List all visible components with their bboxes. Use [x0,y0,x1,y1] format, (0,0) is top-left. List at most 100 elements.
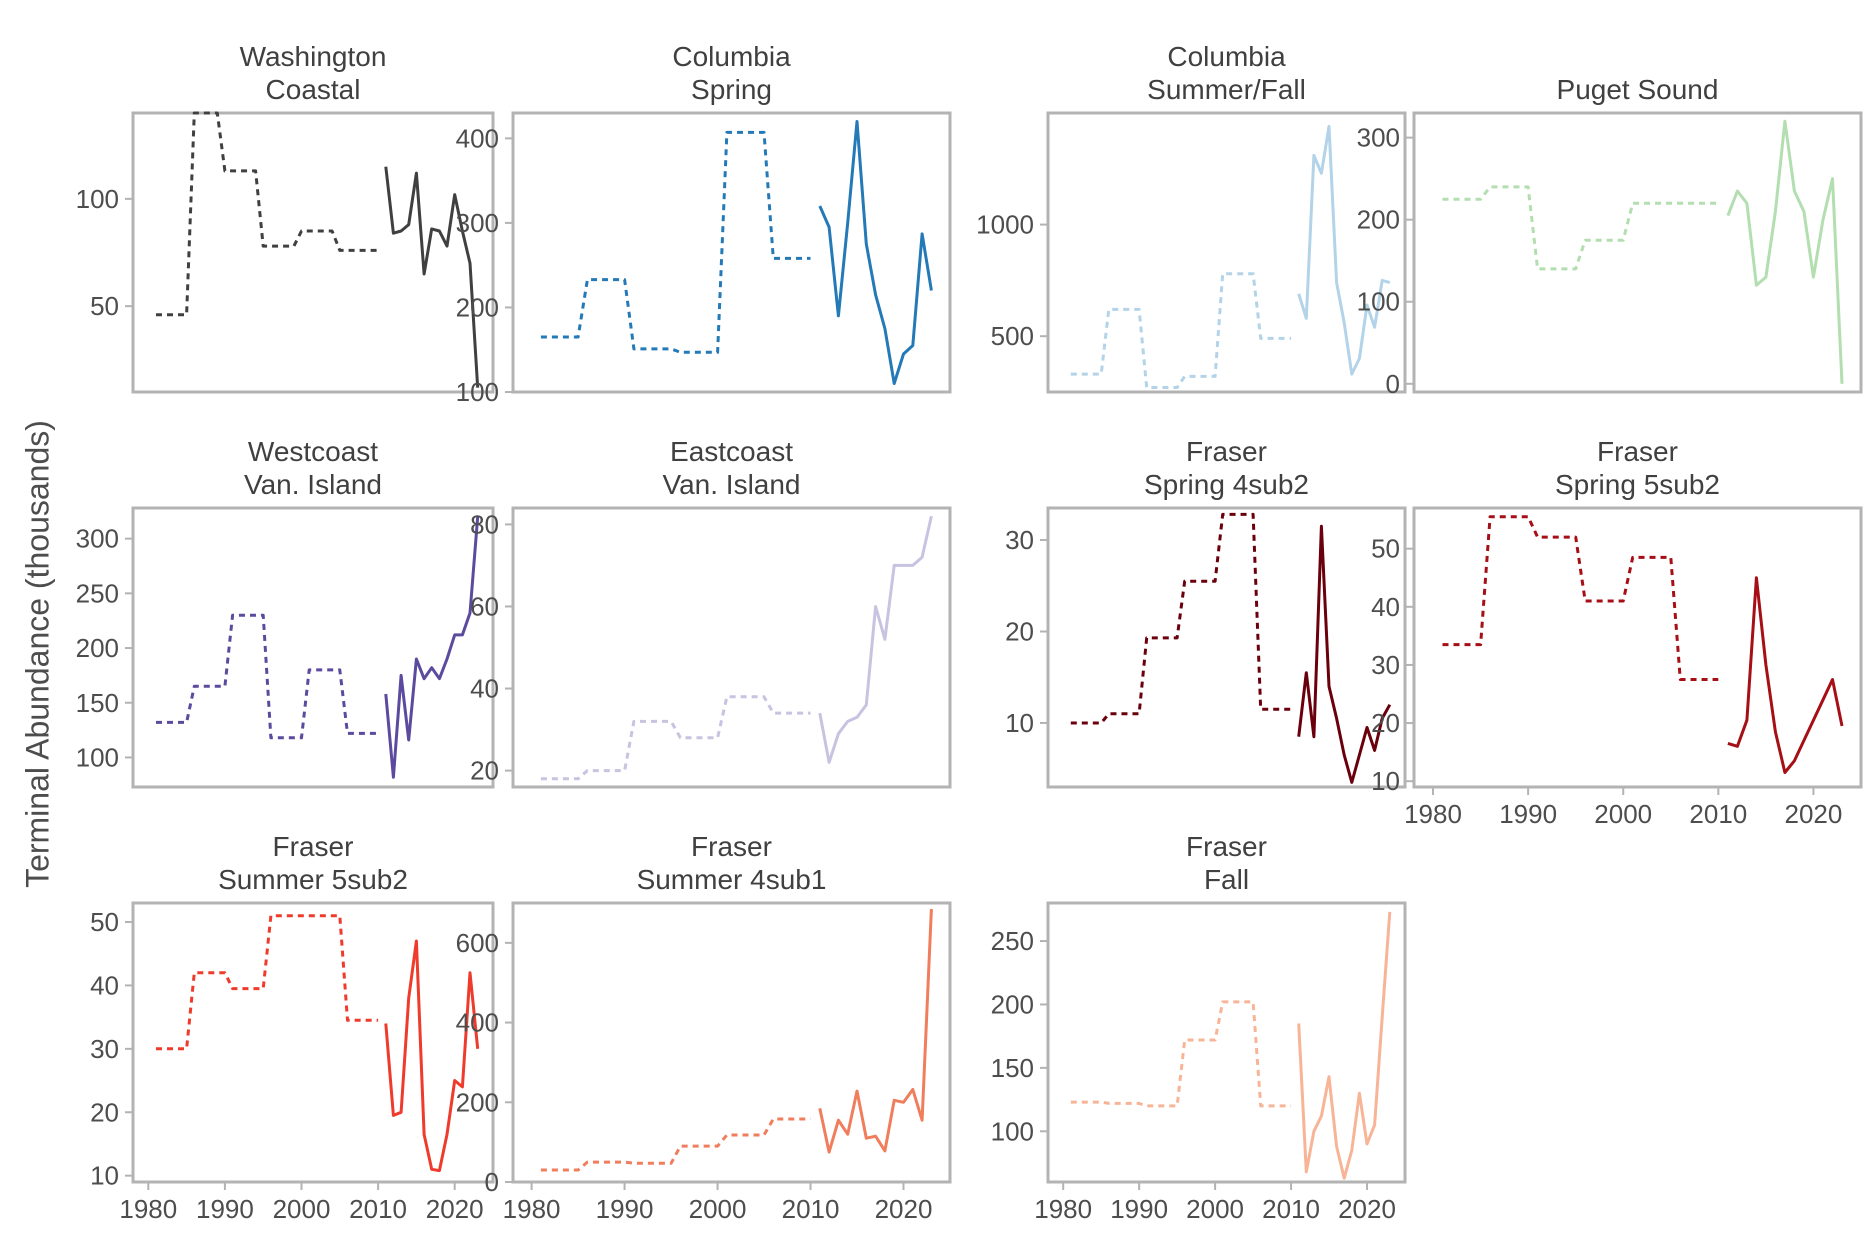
series-line-solid [818,120,933,385]
y-tick-label: 200 [456,1087,499,1117]
y-tick-label: 100 [76,742,119,772]
series-line-dashed [156,111,379,317]
panel-title-line: Coastal [266,74,361,105]
x-tick-label: 1980 [503,1194,561,1224]
panel-title-line: Spring 5sub2 [1555,469,1720,500]
y-tick-label: 60 [470,591,499,621]
panel-4: Puget Sound 0 100 200 300 [1357,74,1863,399]
x-tick-label: 2020 [875,1194,933,1224]
series-line-solid [818,515,933,764]
series-line-solid [384,939,480,1173]
y-tick-label: 40 [1371,592,1400,622]
panel-title-line: Eastcoast [670,436,793,467]
series-line-solid [1726,119,1844,384]
panel-title-line: Westcoast [248,436,378,467]
y-tick-label: 150 [76,688,119,718]
y-tick-label: 100 [456,377,499,407]
y-tick-label: 0 [1386,369,1400,399]
y-tick-label: 400 [456,123,499,153]
x-tick-label: 2000 [1186,1194,1244,1224]
panel-title-line: Fraser [273,831,354,862]
panel-frame [1046,901,1407,1184]
y-tick-label: 500 [991,321,1034,351]
panel-frame [1046,506,1407,789]
series-line-dashed [540,130,811,354]
series-line-solid [1297,524,1392,784]
y-tick-label: 20 [90,1097,119,1127]
panel-title-line: Spring [691,74,772,105]
series-line-solid [1297,124,1391,376]
series-line-dashed [540,1117,811,1172]
panel-title-line: Spring 4sub2 [1144,469,1309,500]
y-tick-label: 250 [991,926,1034,956]
panel-frame [511,111,952,394]
y-tick-label: 0 [485,1167,499,1197]
series-line-dashed [1070,272,1292,389]
x-tick-label: 2010 [349,1194,407,1224]
y-axis-label-text: Terminal Abundance (thousands) [19,420,56,888]
y-tick-label: 30 [1005,525,1034,555]
x-tick-label: 1980 [1034,1194,1092,1224]
x-tick-label: 2000 [273,1194,331,1224]
panel-frame [131,901,495,1184]
panel-frame [131,111,495,394]
x-tick-label: 2020 [1785,799,1843,829]
y-tick-label: 10 [90,1161,119,1191]
x-tick-label: 2010 [1689,799,1747,829]
x-tick-label: 1990 [596,1194,654,1224]
panel-title-line: Van. Island [244,469,382,500]
y-tick-label: 300 [456,208,499,238]
y-tick-label: 200 [991,989,1034,1019]
series-line-solid [818,908,933,1154]
panel-title-line: Columbia [1167,41,1286,72]
x-tick-label: 2020 [1338,1194,1396,1224]
panel-title-line: Fall [1204,864,1249,895]
panel-frame [1412,111,1863,394]
x-tick-label: 1980 [119,1194,177,1224]
panel-title-line: Van. Island [662,469,800,500]
series-line-dashed [1442,515,1719,681]
y-tick-label: 300 [76,524,119,554]
x-tick-label: 2010 [1262,1194,1320,1224]
panel-title-line: Summer/Fall [1147,74,1306,105]
y-tick-label: 80 [470,509,499,539]
y-tick-label: 150 [991,1053,1034,1083]
panel-title-line: Fraser [691,831,772,862]
y-tick-label: 250 [76,578,119,608]
series-line-dashed [156,914,379,1051]
panel-title-line: Columbia [672,41,791,72]
y-tick-label: 50 [90,291,119,321]
x-tick-label: 1980 [1404,799,1462,829]
series-line-solid [1727,576,1844,774]
x-tick-label: 2000 [689,1194,747,1224]
y-tick-label: 20 [1371,708,1400,738]
series-line-dashed [1070,1000,1292,1108]
y-tick-label: 200 [1357,205,1400,235]
x-tick-label: 2000 [1594,799,1652,829]
panel-frame [1412,506,1863,789]
y-tick-label: 50 [1371,534,1400,564]
panel-frame [131,506,495,789]
series-line-solid [384,516,480,779]
panel-frame [511,901,952,1184]
series-line-dashed [1442,185,1719,271]
y-tick-label: 100 [76,184,119,214]
x-tick-label: 2020 [426,1194,484,1224]
y-tick-label: 40 [90,970,119,1000]
y-tick-label: 200 [76,633,119,663]
panel-title-line: Puget Sound [1557,74,1719,105]
y-tick-label: 50 [90,907,119,937]
x-tick-label: 1990 [196,1194,254,1224]
series-line-solid [1297,911,1392,1180]
panel-title-line: Summer 4sub1 [637,864,827,895]
